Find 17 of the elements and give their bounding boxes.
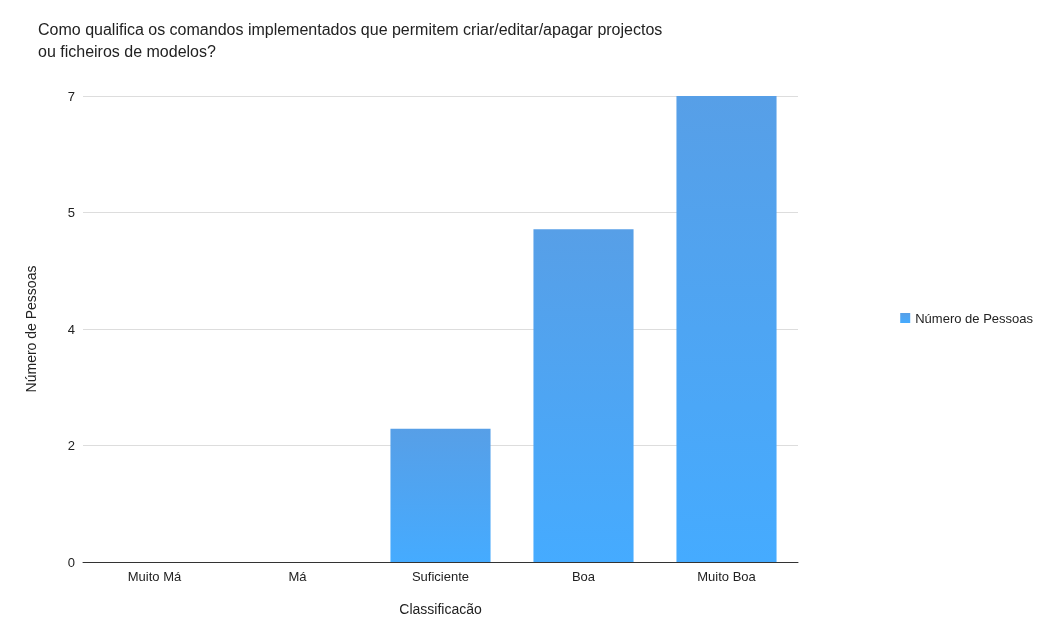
y-tick-label: 4	[67, 321, 75, 337]
y-tick-label: 0	[67, 554, 75, 570]
bar	[390, 428, 491, 562]
y-axis-title: Número de Pessoas	[23, 265, 39, 393]
legend-label: Número de Pessoas	[915, 310, 1034, 326]
bar	[676, 96, 777, 562]
x-tick-label: Muito Boa	[697, 569, 757, 584]
x-axis-title: Classificacão	[399, 601, 482, 617]
x-tick-label: Má	[288, 569, 308, 584]
x-tick-label: Suficiente	[411, 569, 470, 584]
chart-title: Como qualifica os comandos implementados que permitem criar/editar/apagar projectos ou ficheiros de modelos?	[38, 20, 667, 60]
bar	[533, 229, 634, 562]
y-tick-label: 5	[67, 205, 75, 220]
x-tick-label: Boa	[571, 569, 596, 584]
y-tick-label: 7	[67, 88, 75, 104]
x-tick-label: Muito Má	[127, 569, 182, 584]
y-tick-label: 2	[67, 438, 75, 453]
